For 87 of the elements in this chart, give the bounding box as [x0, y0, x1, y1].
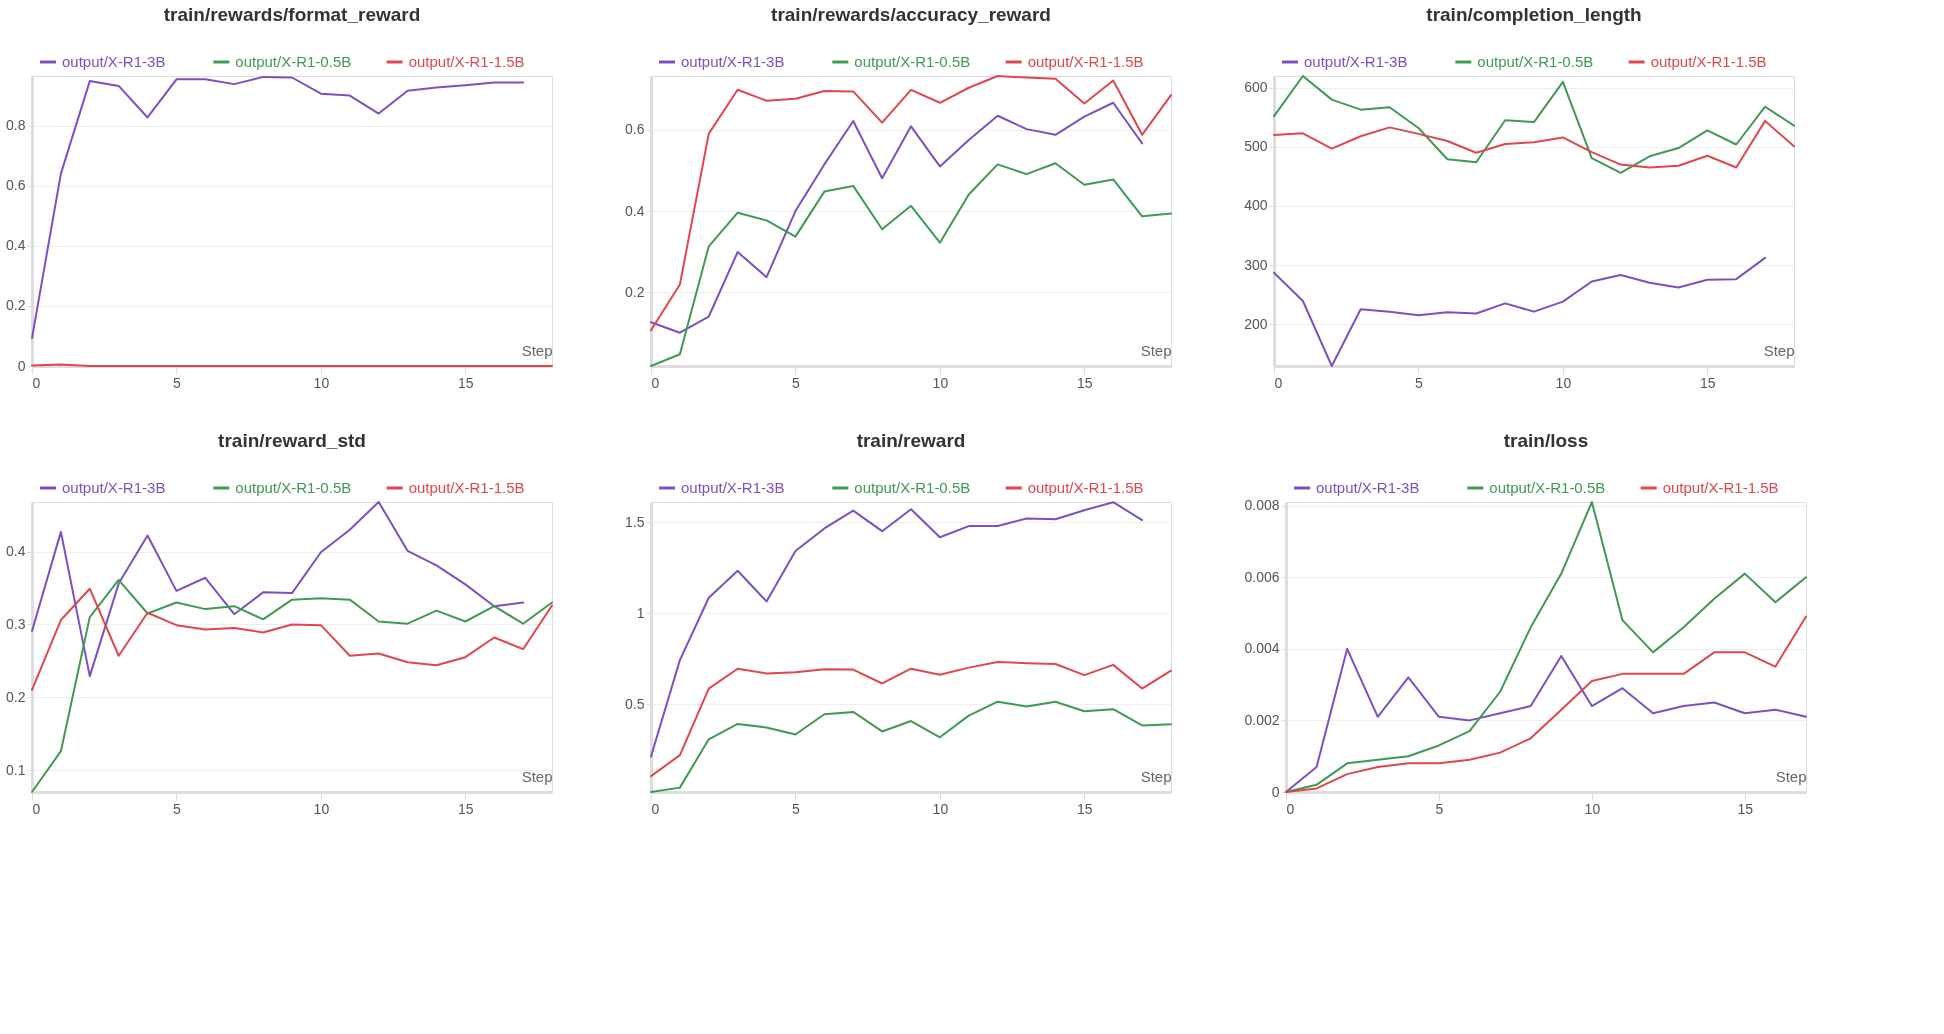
y-tick-label: 0.002	[1244, 711, 1280, 728]
y-tick-label: 0.4	[625, 202, 645, 219]
legend-label: output/X-R1-3B	[1304, 53, 1408, 70]
legend-label: output/X-R1-0.5B	[854, 53, 971, 70]
legend-label: output/X-R1-3B	[681, 479, 785, 496]
x-axis-title: Step	[521, 341, 553, 359]
x-tick-label: 10	[313, 374, 330, 391]
y-tick-label: 0.6	[6, 177, 26, 194]
chart-title: train/rewards/format_reward	[163, 4, 421, 25]
legend-label: output/X-R1-0.5B	[235, 479, 352, 496]
line-series	[1285, 501, 1807, 793]
x-tick-label: 10	[1555, 374, 1572, 391]
legend-label: output/X-R1-3B	[681, 53, 785, 70]
x-tick-label: 15	[458, 800, 474, 817]
y-tick-label: 0.008	[1244, 497, 1280, 514]
line-series	[650, 75, 1172, 332]
y-tick-label: 0.3	[6, 615, 26, 632]
x-tick-label: 10	[932, 374, 949, 391]
x-tick-label: 0	[32, 800, 41, 817]
y-tick-label: 1.5	[625, 513, 645, 530]
x-tick-label: 10	[932, 800, 949, 817]
legend-label: output/X-R1-1.5B	[1662, 479, 1779, 496]
x-tick-label: 5	[173, 374, 182, 391]
line-series	[1273, 75, 1795, 174]
line-series	[1273, 119, 1795, 169]
line-series	[650, 101, 1144, 334]
legend-label: output/X-R1-0.5B	[1477, 53, 1594, 70]
chart-title: train/reward	[856, 430, 966, 451]
x-tick-label: 5	[792, 800, 801, 817]
legend-label: output/X-R1-1.5B	[1650, 53, 1767, 70]
x-axis-title: Step	[521, 767, 553, 785]
y-tick-label: 0.1	[6, 761, 26, 778]
legend-label: output/X-R1-3B	[62, 479, 166, 496]
y-tick-label: 0.4	[6, 543, 26, 560]
y-tick-label: 300	[1244, 256, 1268, 273]
legend-label: output/X-R1-3B	[1316, 479, 1420, 496]
y-tick-label: 0	[1271, 783, 1280, 800]
y-tick-label: 0.2	[625, 283, 645, 300]
x-tick-label: 15	[1077, 800, 1093, 817]
chart-title: train/loss	[1503, 430, 1589, 451]
x-tick-label: 5	[1415, 374, 1424, 391]
y-tick-label: 0.4	[6, 237, 26, 254]
x-tick-label: 15	[1700, 374, 1716, 391]
y-tick-label: 0.2	[6, 297, 26, 314]
chart-title: train/completion_length	[1426, 4, 1642, 25]
x-tick-label: 10	[1584, 800, 1601, 817]
x-axis-title: Step	[1140, 341, 1172, 359]
y-tick-label: 400	[1244, 197, 1268, 214]
legend-label: output/X-R1-1.5B	[1027, 53, 1144, 70]
legend-label: output/X-R1-1.5B	[408, 53, 525, 70]
x-axis-title: Step	[1763, 341, 1795, 359]
x-tick-label: 10	[313, 800, 330, 817]
x-tick-label: 0	[32, 374, 41, 391]
legend-label: output/X-R1-1.5B	[408, 479, 525, 496]
y-tick-label: 0.006	[1244, 568, 1280, 585]
x-axis-title: Step	[1775, 767, 1807, 785]
chart-title: train/rewards/accuracy_reward	[771, 4, 1051, 25]
legend-label: output/X-R1-0.5B	[854, 479, 971, 496]
x-tick-label: 5	[173, 800, 182, 817]
x-tick-label: 15	[1737, 800, 1754, 817]
y-tick-label: 600	[1244, 79, 1268, 96]
y-tick-label: 0.5	[625, 695, 645, 712]
x-tick-label: 0	[651, 800, 660, 817]
line-series	[31, 501, 525, 678]
y-tick-label: 0.004	[1244, 640, 1280, 657]
chart-title: train/reward_std	[218, 430, 366, 451]
y-tick-label: 0.6	[625, 121, 645, 138]
y-tick-label: 0	[17, 357, 26, 374]
x-tick-label: 0	[1286, 800, 1295, 817]
x-tick-label: 5	[792, 374, 801, 391]
x-tick-label: 15	[1077, 374, 1093, 391]
y-tick-label: 0.8	[6, 117, 26, 134]
legend-label: output/X-R1-0.5B	[235, 53, 352, 70]
y-tick-label: 200	[1244, 315, 1268, 332]
legend-label: output/X-R1-0.5B	[1489, 479, 1606, 496]
legend-label: output/X-R1-3B	[62, 53, 166, 70]
x-tick-label: 0	[651, 374, 660, 391]
y-tick-label: 0.2	[6, 688, 26, 705]
legend-label: output/X-R1-1.5B	[1027, 479, 1144, 496]
x-axis-title: Step	[1140, 767, 1172, 785]
y-tick-label: 1	[636, 604, 645, 621]
x-tick-label: 15	[458, 374, 474, 391]
y-tick-label: 500	[1244, 138, 1268, 155]
x-tick-label: 5	[1435, 800, 1444, 817]
line-series	[31, 75, 525, 340]
line-series	[31, 587, 553, 691]
line-series	[650, 501, 1144, 758]
